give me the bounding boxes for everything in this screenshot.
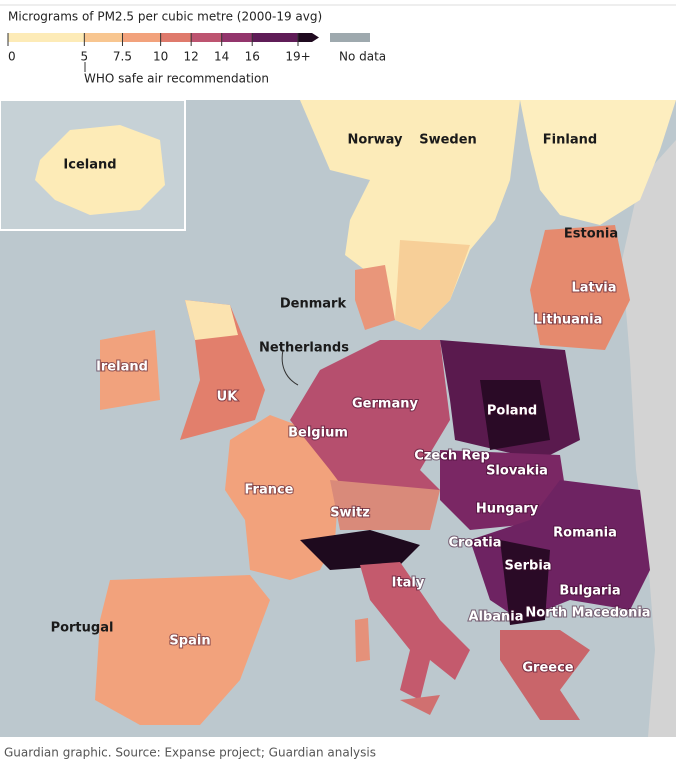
- map: [0, 99, 676, 737]
- country-label: Switz: [330, 506, 370, 521]
- legend-tick-label: 16: [245, 50, 260, 64]
- legend-tick-label: 14: [214, 50, 229, 64]
- scandinavia: [300, 100, 520, 330]
- legend-swatch: [122, 33, 161, 42]
- netherlands-pointer: [281, 349, 299, 386]
- legend-swatch: [221, 33, 253, 42]
- no-data-label: No data: [339, 50, 386, 64]
- legend-swatch: [84, 33, 123, 42]
- country-label: UK: [217, 390, 239, 405]
- country-label: Romania: [553, 526, 617, 541]
- legend-tick-label: 5: [80, 50, 88, 64]
- country-label: Ireland: [96, 360, 148, 375]
- italy: [360, 562, 470, 700]
- po-valley: [300, 530, 420, 570]
- country-label: Latvia: [572, 281, 617, 296]
- country-label: Serbia: [504, 559, 551, 574]
- legend-swatch: [298, 33, 312, 42]
- country-label: Portugal: [51, 621, 114, 636]
- serbia: [500, 540, 550, 625]
- country-label: Iceland: [63, 158, 116, 173]
- country-label: Albania: [468, 610, 523, 625]
- sicily: [400, 695, 440, 715]
- alps: [330, 480, 440, 530]
- country-label: Lithuania: [534, 313, 603, 328]
- country-label: Poland: [487, 404, 537, 419]
- sardinia: [355, 618, 370, 662]
- country-label: Bulgaria: [559, 584, 620, 599]
- ireland: [100, 330, 160, 410]
- legend-tick-label: 0: [8, 50, 16, 64]
- scotland: [185, 300, 238, 340]
- annotation: WHO safe air recommendation: [84, 72, 269, 86]
- country-label: Slovakia: [486, 464, 548, 479]
- legend-swatch: [252, 33, 298, 42]
- country-label: Norway: [347, 133, 403, 148]
- country-label: Czech Rep: [414, 449, 490, 464]
- country-label: North Macedonia: [525, 606, 650, 621]
- country-label: Spain: [169, 634, 210, 649]
- greece: [500, 630, 590, 720]
- country-label: Croatia: [448, 536, 501, 551]
- country-label: Greece: [522, 661, 573, 676]
- source: Guardian graphic. Source: Expanse projec…: [4, 746, 376, 760]
- no-data-land: [622, 140, 676, 737]
- legend-tick-label: 19+: [285, 50, 310, 64]
- country-label: Estonia: [564, 227, 618, 242]
- country-label: Hungary: [476, 502, 539, 517]
- legend-swatch: [8, 33, 85, 42]
- legend-tick-label: 12: [184, 50, 199, 64]
- country-label: Denmark: [280, 297, 347, 312]
- country-label: Netherlands: [259, 341, 349, 356]
- country-label: France: [244, 483, 293, 498]
- iceland: [35, 125, 165, 215]
- country-label: Sweden: [419, 133, 477, 148]
- germany-benelux: [290, 340, 450, 510]
- denmark: [355, 265, 395, 330]
- country-label: Belgium: [288, 426, 348, 441]
- legend-swatch: [160, 33, 192, 42]
- south-sweden: [395, 240, 470, 330]
- title: Micrograms of PM2.5 per cubic metre (200…: [8, 10, 322, 24]
- iberia: [95, 575, 270, 725]
- legend-tick-label: 7.5: [113, 50, 132, 64]
- no-data-swatch: [330, 33, 370, 42]
- legend-tick-label: 10: [153, 50, 168, 64]
- finland: [520, 100, 676, 225]
- silesia: [480, 380, 550, 450]
- country-label: Finland: [543, 133, 597, 148]
- legend-arrow: [312, 33, 319, 42]
- country-label: Germany: [352, 397, 418, 412]
- baltics: [530, 225, 630, 350]
- legend-swatch: [191, 33, 222, 42]
- country-label: Italy: [392, 576, 425, 591]
